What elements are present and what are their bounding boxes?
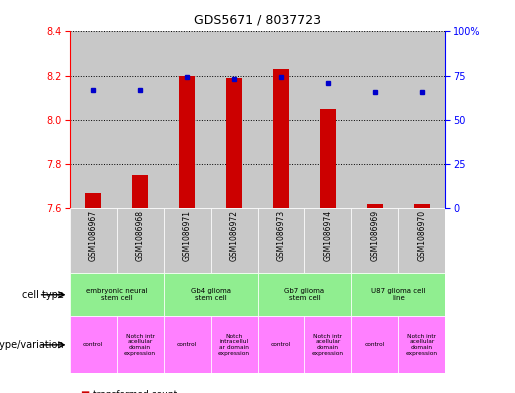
Bar xyxy=(70,208,116,273)
Bar xyxy=(164,273,258,316)
Bar xyxy=(273,69,289,208)
Bar xyxy=(320,109,336,208)
Text: control: control xyxy=(177,342,197,347)
Bar xyxy=(116,208,164,273)
Bar xyxy=(226,78,242,208)
Text: cell type: cell type xyxy=(23,290,64,300)
Text: control: control xyxy=(271,342,291,347)
Bar xyxy=(85,193,101,208)
Text: ■: ■ xyxy=(80,390,89,393)
Bar xyxy=(414,204,430,208)
Bar xyxy=(70,273,164,316)
Text: control: control xyxy=(365,342,385,347)
Bar xyxy=(211,316,258,373)
Bar xyxy=(179,76,195,208)
Bar xyxy=(399,316,445,373)
Text: Notch
intracellul
ar domain
expression: Notch intracellul ar domain expression xyxy=(218,334,250,356)
Bar xyxy=(164,316,211,373)
Bar xyxy=(367,204,383,208)
Text: Notch intr
acellular
domain
expression: Notch intr acellular domain expression xyxy=(312,334,344,356)
Text: GSM1086974: GSM1086974 xyxy=(323,210,333,261)
Bar xyxy=(399,208,445,273)
Bar xyxy=(258,273,351,316)
Text: control: control xyxy=(83,342,103,347)
Text: Gb7 glioma
stem cell: Gb7 glioma stem cell xyxy=(284,288,324,301)
Bar xyxy=(304,208,352,273)
Bar xyxy=(116,316,164,373)
Text: GSM1086969: GSM1086969 xyxy=(370,210,380,261)
Bar xyxy=(211,208,258,273)
Text: Notch intr
acellular
domain
expression: Notch intr acellular domain expression xyxy=(124,334,156,356)
Text: GSM1086970: GSM1086970 xyxy=(418,210,426,261)
Bar xyxy=(258,208,304,273)
Bar xyxy=(164,208,211,273)
Bar xyxy=(352,208,399,273)
Text: GSM1086973: GSM1086973 xyxy=(277,210,285,261)
Text: transformed count: transformed count xyxy=(93,391,177,393)
Bar xyxy=(304,316,352,373)
Text: Gb4 glioma
stem cell: Gb4 glioma stem cell xyxy=(191,288,231,301)
Text: Notch intr
acellular
domain
expression: Notch intr acellular domain expression xyxy=(406,334,438,356)
Text: U87 glioma cell
line: U87 glioma cell line xyxy=(371,288,426,301)
Text: GSM1086967: GSM1086967 xyxy=(89,210,97,261)
Text: GSM1086972: GSM1086972 xyxy=(230,210,238,261)
Text: GDS5671 / 8037723: GDS5671 / 8037723 xyxy=(194,14,321,27)
Bar xyxy=(70,316,116,373)
Text: genotype/variation: genotype/variation xyxy=(0,340,64,350)
Bar xyxy=(352,316,399,373)
Bar xyxy=(132,175,148,208)
Bar xyxy=(352,273,445,316)
Text: embryonic neural
stem cell: embryonic neural stem cell xyxy=(85,288,147,301)
Text: GSM1086968: GSM1086968 xyxy=(135,210,145,261)
Text: GSM1086971: GSM1086971 xyxy=(182,210,192,261)
Bar xyxy=(258,316,304,373)
